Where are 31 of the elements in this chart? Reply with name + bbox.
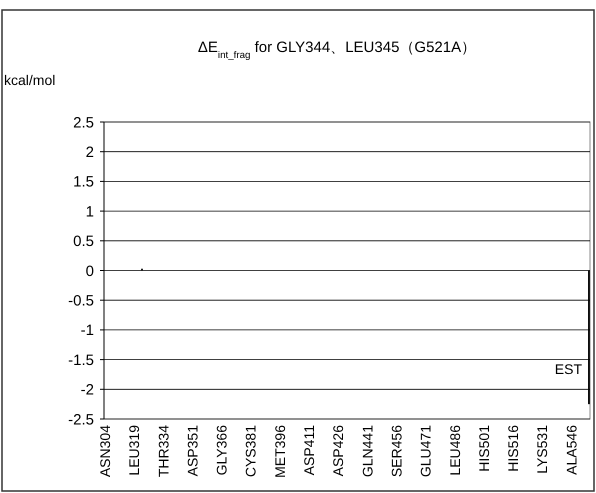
x-tick-label: CYS381 — [242, 424, 259, 478]
y-tick-label: -0.5 — [68, 292, 94, 310]
y-tick-label: -2.5 — [68, 411, 94, 428]
x-tick-label: GLN441 — [359, 424, 376, 478]
y-axis-title: kcal/mol — [4, 72, 56, 88]
x-tick-label: GLU471 — [418, 424, 434, 478]
x-tick-label: HIS501 — [476, 424, 492, 472]
x-tick-label: HIS516 — [505, 424, 522, 472]
x-tick-label: SER456 — [388, 424, 404, 478]
x-tick-label: ASN304 — [96, 424, 113, 478]
chart-title: ΔE$_{int_frag}$ for GLY344、LEU345（G521A） — [198, 39, 476, 60]
x-tick-label: MET396 — [272, 424, 288, 478]
y-tick-label: 0 — [86, 262, 94, 280]
x-tick-label: ASP351 — [184, 424, 200, 476]
x-tick-label: THR334 — [155, 424, 172, 478]
x-tick-label: ALA546 — [563, 424, 580, 475]
x-tick-label: GLY366 — [214, 424, 230, 476]
y-tick-label: -1.5 — [68, 352, 94, 369]
annotation: EST — [554, 361, 582, 377]
x-tick-label: ASP411 — [301, 424, 318, 476]
y-tick-label: 2.5 — [73, 114, 94, 132]
y-tick-label: -1 — [80, 322, 94, 340]
y-tick-label: 2 — [86, 144, 94, 161]
x-tick-label: LEU319 — [126, 424, 142, 476]
y-tick-label: 1 — [86, 203, 94, 220]
y-tick-label: -2 — [80, 382, 94, 399]
x-tick-label: LEU486 — [446, 424, 463, 476]
x-tick-label: ASP426 — [330, 424, 346, 476]
x-tick-label: LYS531 — [534, 424, 550, 474]
y-tick-label: 0.5 — [73, 233, 94, 250]
y-tick-label: 1.5 — [73, 174, 94, 191]
